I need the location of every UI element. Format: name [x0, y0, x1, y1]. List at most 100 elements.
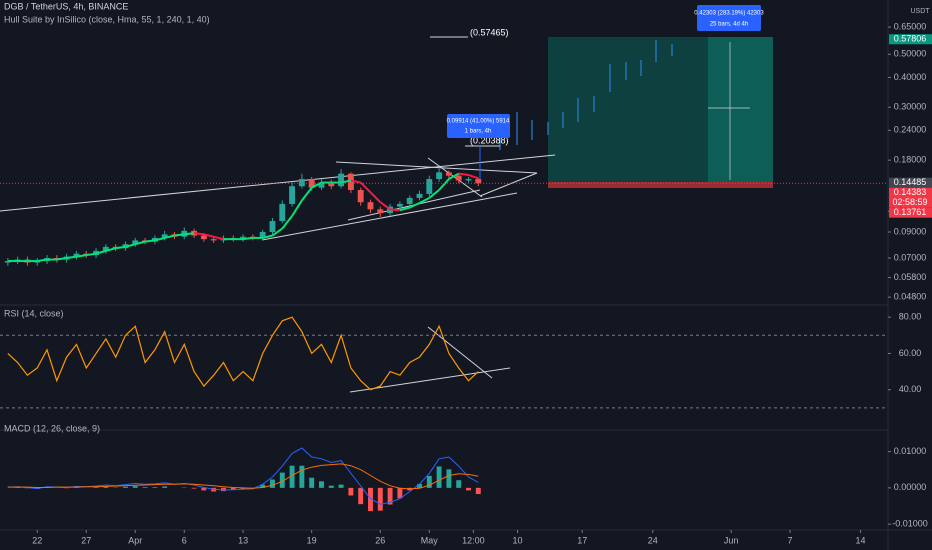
y-tick-label: -0.01000	[892, 518, 928, 528]
hull-segment	[281, 215, 293, 230]
candle-body	[455, 175, 462, 181]
hull-segment	[311, 181, 322, 189]
hull-segment	[350, 179, 361, 184]
histogram-bar	[162, 486, 168, 488]
hull-segment	[409, 202, 420, 209]
y-tick-label: 0.24000	[894, 125, 927, 135]
indicator-title: Hull Suite by InSilico (close, Hma, 55, …	[4, 14, 210, 24]
price-tag	[889, 187, 932, 208]
hull-segment	[458, 172, 469, 176]
candle-body	[210, 239, 217, 241]
hull-segment	[291, 199, 303, 217]
price-tag-label: 0.13761	[894, 207, 927, 217]
candle-body	[377, 209, 384, 214]
hull-segment	[86, 252, 97, 257]
marks: 0.65000 0.50000 0.40000 0.30000 0.24000 0.180…	[0, 21, 932, 545]
histogram-bar	[377, 487, 383, 511]
histogram-bar	[338, 484, 344, 488]
candle-body	[436, 172, 443, 180]
y-tick-label: 0.50000	[894, 49, 927, 59]
long-position-loss	[548, 182, 773, 188]
hull-segment	[95, 249, 107, 255]
x-tick-label: 24	[648, 535, 658, 545]
price-tag	[889, 177, 932, 188]
histogram-bar	[348, 487, 354, 496]
y-tick-label: 40.00	[899, 384, 922, 394]
x-tick-label: 19	[307, 535, 317, 545]
x-tick-label: 22	[32, 535, 42, 545]
histogram-bar	[152, 487, 158, 488]
hull-segment	[174, 233, 185, 237]
hull-segment	[115, 245, 126, 250]
measure-text: 25 bars, 4d 4h	[710, 22, 748, 28]
candle-body	[161, 234, 168, 238]
hull-segment	[438, 178, 450, 191]
measure-text: 0.42303 (283.19%) 42303	[694, 11, 764, 17]
candle-body	[347, 173, 354, 190]
hull-segment	[262, 234, 273, 239]
candle-body	[200, 235, 207, 240]
measure-label	[697, 5, 761, 31]
histogram-bar	[328, 485, 334, 488]
countdown: 02:58:59	[892, 197, 927, 207]
x-tick-label: 12:00	[462, 535, 485, 545]
candle-body	[269, 221, 276, 232]
hull-segment	[56, 257, 67, 261]
x-tick-label: 27	[81, 535, 91, 545]
histogram-bar	[191, 487, 197, 489]
candle-body	[259, 231, 266, 238]
histogram-bar	[446, 469, 452, 488]
y-tick-label: 80.00	[899, 312, 922, 322]
histogram-bar	[142, 487, 148, 488]
hull-segment	[37, 258, 48, 263]
hull-segment	[164, 234, 175, 239]
hull-segment	[105, 247, 116, 252]
x-tick-label: 26	[375, 535, 385, 545]
indicator-title: MACD (12, 26, close, 9)	[4, 423, 100, 433]
hull-segment	[125, 243, 136, 248]
hull-segment	[184, 232, 195, 236]
histogram-bar	[230, 487, 236, 491]
measure-text: 0.09914 (41.00%) 5914	[447, 119, 510, 125]
hull-segment	[399, 206, 410, 212]
histogram-bar	[221, 487, 226, 492]
price-tag	[889, 34, 932, 45]
x-tick-label: Apr	[128, 535, 142, 545]
price-tag	[889, 207, 932, 218]
x-tick-label: 17	[577, 535, 587, 545]
hull-segment	[144, 239, 155, 243]
measure-label	[447, 114, 510, 138]
macd-line	[7, 463, 479, 490]
histogram-bar	[387, 487, 393, 505]
histogram-bar	[93, 487, 99, 488]
x-tick-label: Jun	[724, 535, 739, 545]
hull-segment	[203, 233, 214, 238]
candle-body	[367, 202, 374, 210]
hull-segment	[213, 235, 224, 241]
price-tag-label: 0.14485	[894, 177, 927, 187]
histogram-bar	[475, 487, 481, 495]
histogram-bar	[436, 466, 442, 488]
candle-body	[298, 179, 305, 187]
candle-body	[308, 179, 315, 188]
annotation: (0.20388)	[470, 135, 509, 145]
histogram-bar	[358, 487, 364, 505]
hull-segment	[135, 240, 146, 246]
candle-body	[279, 203, 286, 222]
rsi-line	[7, 316, 479, 391]
x-tick-label: 10	[513, 535, 523, 545]
hull-segment	[76, 254, 87, 258]
candle-body	[318, 182, 325, 188]
y-tick-label: 0.40000	[894, 72, 927, 82]
y-tick-label: 0.00000	[894, 482, 927, 492]
candle-body	[73, 253, 80, 257]
hull-segment	[448, 172, 460, 180]
hull-segment	[271, 227, 283, 237]
histogram-bar	[309, 477, 315, 488]
hull-segment	[340, 179, 352, 184]
hull-segment	[468, 174, 479, 180]
y-tick-label: 0.18000	[894, 155, 927, 165]
hull-segment	[428, 189, 440, 199]
